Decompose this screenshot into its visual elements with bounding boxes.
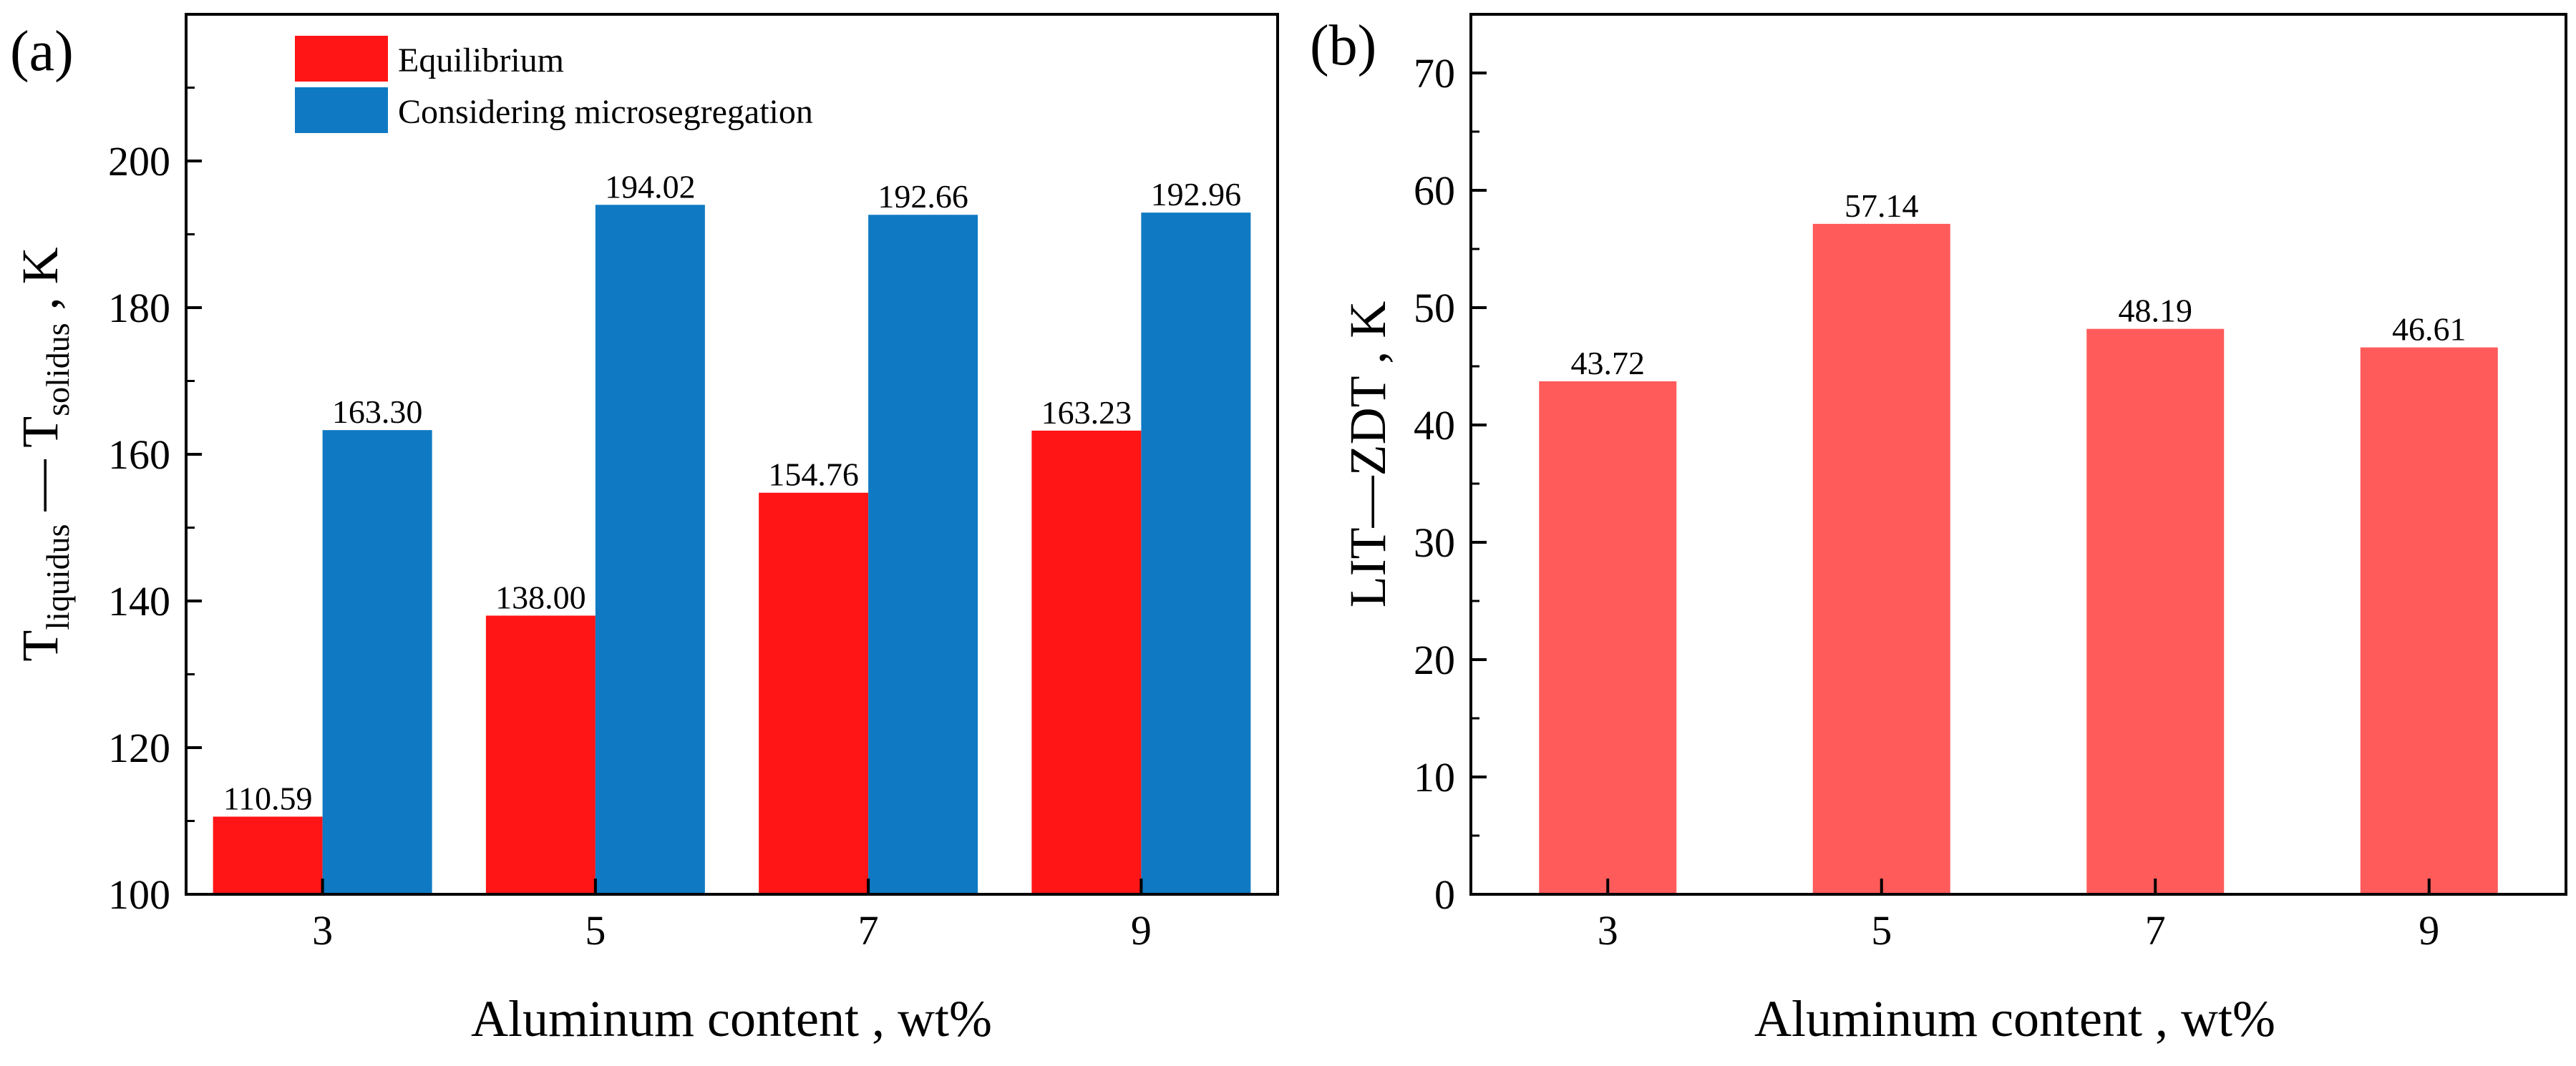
panel-a-x-axis-title: Aluminum content , wt% (471, 990, 992, 1047)
bar-equilibrium-9 (1031, 430, 1142, 894)
data-label: 138.00 (495, 580, 586, 616)
y-title-sub-liquidus: liquidus (39, 524, 76, 630)
bar-equilibrium-3 (213, 816, 323, 894)
panel-b-ytick-label: 60 (1414, 167, 1455, 214)
panel-a-xtick-label: 3 (312, 907, 333, 954)
panel-a-xtick-label: 7 (858, 907, 879, 954)
y-title-mid: — T (11, 416, 69, 524)
bar-microsegregation-5 (595, 205, 705, 894)
bar-microsegregation-9 (1141, 212, 1251, 894)
data-label: 163.23 (1041, 394, 1132, 431)
panel-b-ytick-label: 0 (1434, 871, 1455, 918)
panel-a-legend: Equilibrium Considering microsegregation (295, 36, 813, 133)
panel-a-ytick-label: 120 (108, 725, 170, 771)
panel-a-chart: (a) 110.59 163.30 138.00 194.02 154.76 192.66… (10, 13, 1279, 1047)
y-title-sub-solidus: solidus (39, 323, 76, 416)
panel-b-xtick-label: 9 (2419, 907, 2439, 954)
panel-a-ytick-label: 140 (108, 578, 170, 625)
panel-a-xtick-label: 9 (1131, 907, 1152, 954)
data-label: 46.61 (2392, 311, 2466, 348)
legend-label-microsegregation: Considering microsegregation (398, 93, 813, 131)
panel-a-xtick-label: 5 (585, 907, 606, 954)
panel-b-ytick-label: 10 (1414, 754, 1455, 801)
panel-b-xtick-label: 5 (1871, 907, 1892, 954)
bar-lit-zdt-5 (1812, 223, 1950, 894)
bar-equilibrium-5 (485, 615, 596, 894)
data-label: 163.30 (332, 393, 423, 430)
bar-microsegregation-3 (322, 430, 432, 894)
panel-b-ytick-label: 20 (1414, 637, 1455, 683)
legend-label-equilibrium: Equilibrium (398, 41, 564, 79)
y-title-end: , K (11, 247, 69, 323)
panel-b-plot-frame (1469, 13, 2567, 896)
panel-a-ytick-label: 160 (108, 431, 170, 478)
legend-swatch-equilibrium (295, 36, 388, 82)
panel-b-y-axis-title: LIT—ZDT , K (1339, 301, 1396, 608)
panel-a-plot-frame (185, 13, 1279, 896)
panel-a-ytick-label: 180 (108, 285, 170, 331)
panel-b-xtick-label: 7 (2145, 907, 2166, 954)
data-label: 194.02 (605, 168, 696, 205)
data-label: 192.96 (1151, 176, 1242, 212)
panel-a-ticks: 100 120 140 160 180 200 3 5 7 9 (108, 87, 1152, 954)
legend-swatch-microsegregation (295, 87, 388, 133)
panel-b-ytick-label: 70 (1414, 50, 1455, 97)
panel-a-data-labels: 110.59 163.30 138.00 194.02 154.76 192.66 163.… (223, 168, 1241, 816)
panel-b-ytick-label: 40 (1414, 402, 1455, 449)
panel-b-ticks: 0 10 20 30 40 50 60 70 3 5 7 9 (1414, 50, 2439, 954)
panel-b-label: (b) (1310, 14, 1376, 77)
data-label: 110.59 (223, 780, 313, 816)
panel-b-chart: (b) 43.72 57.14 48.19 46.61 0 10 20 30 40 50 60 70… (1310, 13, 2567, 1047)
data-label: 192.66 (878, 178, 968, 215)
data-label: 43.72 (1571, 345, 1646, 381)
panel-a-y-axis-title: Tliquidus — Tsolidus , K (11, 247, 76, 661)
panel-a-label: (a) (10, 20, 74, 83)
data-label: 57.14 (1844, 187, 1919, 224)
panel-b-bars (1539, 223, 2498, 895)
panel-a-ytick-label: 200 (108, 138, 170, 185)
panel-b-data-labels: 43.72 57.14 48.19 46.61 (1571, 187, 2466, 381)
bar-lit-zdt-3 (1539, 381, 1677, 894)
panel-b-x-axis-title: Aluminum content , wt% (1754, 990, 2275, 1047)
bar-lit-zdt-9 (2360, 347, 2498, 894)
data-label: 154.76 (768, 456, 859, 493)
panel-a-ytick-label: 100 (108, 871, 170, 918)
panel-b-xtick-label: 3 (1598, 907, 1618, 954)
bar-lit-zdt-7 (2086, 328, 2225, 895)
bar-equilibrium-7 (759, 492, 869, 894)
bar-microsegregation-7 (868, 215, 978, 894)
y-title-t1: T (11, 630, 69, 662)
panel-b-ytick-label: 50 (1414, 285, 1455, 331)
panel-b-ytick-label: 30 (1414, 519, 1455, 566)
data-label: 48.19 (2119, 293, 2193, 329)
panel-a-bars (213, 205, 1251, 894)
